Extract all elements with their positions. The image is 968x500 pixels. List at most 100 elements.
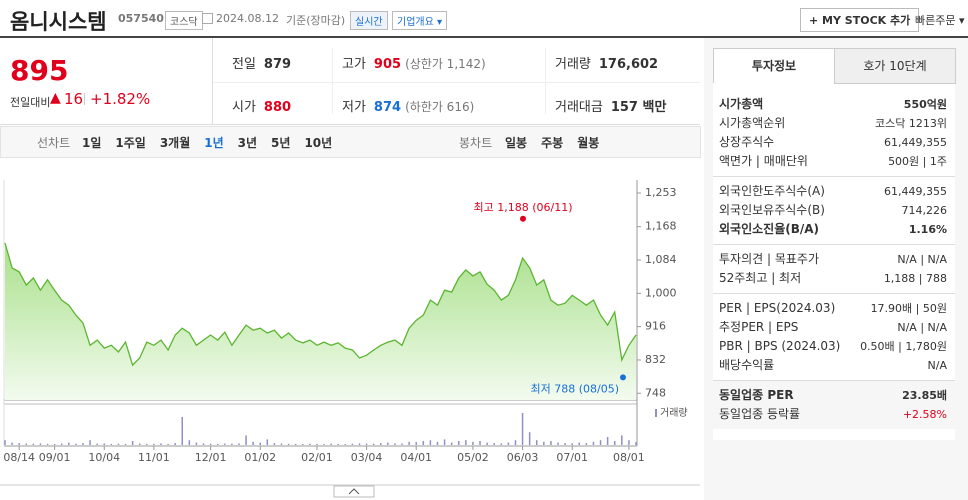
volume-bar [613, 441, 616, 445]
volume-bar [259, 442, 261, 445]
info-label: 동일업종 PER [719, 388, 794, 402]
volume-bar [224, 443, 226, 445]
info-label: 외국인한도주식수(A) [719, 184, 825, 198]
info-row: 동일업종 등락률 +2.58% [713, 405, 955, 424]
x-tick-label: 06/03 [507, 451, 539, 464]
divider [213, 82, 700, 83]
info-label: 52주최고 | 최저 [719, 271, 802, 285]
period-tab[interactable]: 1일 [82, 136, 102, 150]
volume-bar [82, 443, 84, 445]
quick-order[interactable]: 빠른주문 ▾ [915, 14, 965, 27]
overview-dropdown[interactable]: 기업개요 ▾ [392, 11, 448, 30]
volume-bar [443, 439, 446, 445]
quote-value: 879 [263, 57, 292, 72]
volume-bar [372, 443, 375, 445]
period-tab[interactable]: 10년 [304, 136, 333, 150]
overview-label: 기업개요 [397, 17, 434, 28]
quote-box [0, 38, 700, 125]
mystock-button[interactable]: + MY STOCK 추가 [800, 8, 920, 32]
volume-bar [39, 443, 42, 445]
volume-bar [564, 443, 566, 445]
info-row: 52주최고 | 최저 1,188 | 788 [713, 269, 955, 288]
volume-bar [188, 440, 191, 445]
info-value: 0.50배 | 1,780원 [860, 340, 947, 353]
volume-bar [316, 443, 318, 445]
volume-bar [53, 444, 56, 445]
quote-label: 거래대금 [555, 100, 603, 115]
y-tick-label: 1,168 [645, 220, 677, 233]
volume-bar [11, 442, 13, 445]
volume-bar [365, 443, 368, 445]
quote-label: 전일 [232, 57, 256, 72]
volume-bar [458, 441, 460, 445]
candle-tab[interactable]: 월봉 [577, 136, 600, 150]
candle-tab[interactable]: 일봉 [505, 136, 528, 150]
x-tick-label: 02/01 [301, 451, 333, 464]
info-value: +2.58% [902, 408, 947, 421]
x-tick-label: 08/01 [613, 451, 645, 464]
realtime-badge[interactable]: 실시간 [350, 11, 388, 30]
x-tick-label: 12/01 [195, 451, 227, 464]
volume-bar [138, 443, 141, 445]
period-tab[interactable]: 1주일 [115, 136, 146, 150]
extreme-marker [520, 215, 526, 222]
volume-bar [387, 442, 389, 445]
volume-bar [606, 437, 609, 445]
x-tick-label: 04/01 [400, 451, 432, 464]
date: 2024.08.12 [216, 12, 279, 25]
volume-bar [32, 443, 35, 445]
quote-label: 저가 [342, 100, 366, 115]
collapse-icon [348, 488, 360, 495]
period-tab[interactable]: 3개월 [159, 136, 191, 150]
volume-bar [415, 442, 417, 445]
volume-bar [599, 440, 602, 445]
annotation: 최고 1,188 (06/11) [473, 201, 572, 214]
info-row: 투자의견 | 목표주가 N/A | N/A [713, 250, 955, 269]
quote-item: 고가 905 (상한가 1,142) [342, 53, 486, 72]
candle-tab-list: 일봉 주봉 월봉 [505, 134, 613, 151]
volume-bar [578, 442, 581, 445]
volume-bar [25, 443, 28, 445]
x-tick-label: 08/14 [3, 451, 35, 464]
volume-bar [68, 442, 70, 445]
period-tab[interactable]: 1년 [204, 136, 224, 150]
info-row: 액면가 | 매매단위 500원 | 1주 [713, 152, 955, 171]
info-label: 추정PER | EPS [719, 320, 799, 334]
change: 16 [64, 90, 84, 108]
quote-item: 거래대금 157 백만 [555, 96, 670, 115]
period-tab[interactable]: 5년 [271, 136, 291, 150]
line-tab-list: 1일 1주일 3개월 1년 3년 5년 10년 [82, 134, 346, 151]
volume-bar [507, 442, 510, 445]
info-value: N/A [927, 359, 947, 372]
info-row: 추정PER | EPS N/A | N/A [713, 318, 955, 337]
quote-item: 전일 879 [232, 53, 295, 72]
volume-bar [280, 443, 283, 445]
x-tick-label: 03/04 [351, 451, 383, 464]
volume-bar [103, 443, 106, 445]
info-label: 투자의견 | 목표주가 [719, 252, 819, 266]
info-label: 동일업종 등락률 [719, 407, 801, 421]
period-tab[interactable]: 3년 [237, 136, 258, 150]
volume-bar [351, 443, 354, 445]
tab-active[interactable]: 투자정보 [713, 48, 835, 83]
info-label: 시가총액 [719, 97, 764, 111]
info-value: 550억원 [903, 98, 947, 111]
tab[interactable]: 호가 10단계 [834, 48, 956, 84]
x-tick-label: 01/02 [244, 451, 276, 464]
candle-tab[interactable]: 주봉 [541, 136, 564, 150]
y-tick-label: 916 [645, 320, 666, 333]
header-rule [0, 36, 968, 38]
info-section: 동일업종 PER 23.85배 동일업종 등락률 +2.58% [713, 381, 955, 429]
divider [212, 38, 213, 124]
volume-bar [287, 443, 290, 445]
volume-bar [238, 443, 240, 445]
mystock-label: MY STOCK 추가 [822, 14, 911, 27]
volume-bar [46, 443, 49, 445]
volume-bar [216, 443, 219, 445]
x-tick-label: 09/01 [39, 451, 71, 464]
volume-bar [160, 443, 162, 445]
volume-bar [302, 444, 304, 445]
info-label: 외국인보유주식수(B) [719, 203, 825, 217]
y-tick-label: 1,253 [645, 186, 677, 199]
collapse-button[interactable] [333, 485, 375, 498]
